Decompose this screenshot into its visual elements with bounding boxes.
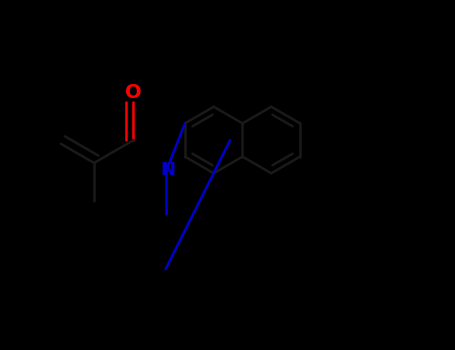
Text: N: N [160, 161, 175, 178]
Text: O: O [125, 83, 142, 103]
